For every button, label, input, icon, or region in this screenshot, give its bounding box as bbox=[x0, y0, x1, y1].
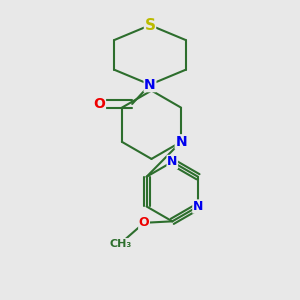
Text: N: N bbox=[167, 155, 178, 168]
Text: N: N bbox=[144, 78, 156, 92]
Text: S: S bbox=[145, 18, 155, 33]
Text: O: O bbox=[94, 97, 105, 111]
Text: O: O bbox=[139, 216, 149, 229]
Text: N: N bbox=[175, 135, 187, 149]
Text: N: N bbox=[193, 200, 203, 213]
Text: CH₃: CH₃ bbox=[109, 238, 131, 249]
